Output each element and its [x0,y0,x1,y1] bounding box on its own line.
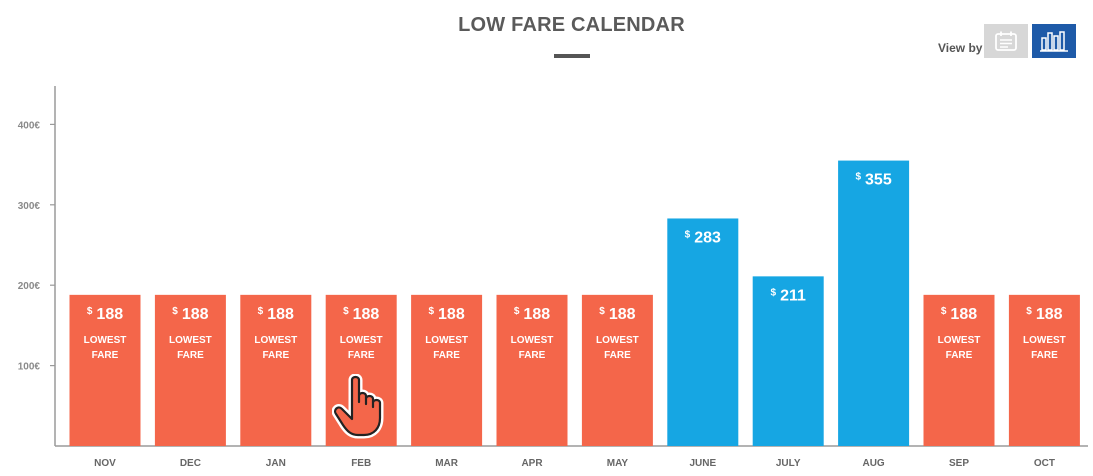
x-tick-label: JAN [266,458,286,469]
fare-bar [240,294,312,446]
x-tick-label: FEB [351,458,371,469]
bar-value-label: $188 [87,306,123,323]
x-tick-label: MAY [607,458,629,469]
x-tick-label: JUNE [689,458,716,469]
fare-bar [411,294,483,446]
x-tick-label: SEP [949,458,969,469]
calendar-view-icon [995,31,1017,51]
lowest-fare-label: FARE [604,350,631,361]
fare-bar [667,218,739,446]
lowest-fare-label: FARE [519,350,546,361]
bar-value-label: $211 [771,287,806,304]
lowest-fare-label: LOWEST [425,335,468,346]
lowest-fare-label: LOWEST [340,335,383,346]
bar-chart-view-button[interactable] [1032,24,1076,58]
title-underline [554,54,590,58]
y-tick-label: 200€ [18,281,41,292]
fare-bar [496,294,568,446]
lowest-fare-label: FARE [1031,350,1058,361]
fare-bar [838,160,910,446]
lowest-fare-label: LOWEST [596,335,639,346]
lowest-fare-label: LOWEST [511,335,554,346]
x-tick-label: OCT [1034,458,1055,469]
x-tick-label: APR [521,458,543,469]
lowest-fare-label: FARE [348,350,375,361]
calendar-view-button[interactable] [984,24,1028,58]
lowest-fare-label: FARE [262,350,289,361]
fare-bar [69,294,141,446]
fare-bar [1008,294,1080,446]
bar-chart-view-icon [1040,31,1068,52]
page-title: LOW FARE CALENDAR [458,14,685,36]
x-tick-label: AUG [862,458,884,469]
fare-bar [581,294,653,446]
lowest-fare-label: LOWEST [938,335,981,346]
x-tick-label: DEC [180,458,201,469]
bar-value-label: $283 [685,229,721,246]
y-tick-label: 300€ [18,201,41,212]
lowest-fare-label: FARE [946,350,973,361]
bar-value-label: $188 [941,306,977,323]
pointer-hand-icon [332,374,384,439]
lowest-fare-label: FARE [433,350,460,361]
lowest-fare-label: LOWEST [1023,335,1066,346]
y-tick-label: 100€ [18,362,41,373]
bar-value-label: $188 [599,306,635,323]
bar-value-label: $188 [343,306,379,323]
fare-bar [923,294,995,446]
x-tick-label: MAR [435,458,459,469]
bar-value-label: $188 [1026,306,1062,323]
fare-bar [154,294,226,446]
bar-value-label: $188 [172,306,208,323]
bar-value-label: $188 [428,306,464,323]
bar-value-label: $188 [258,306,294,323]
x-tick-label: NOV [94,458,116,469]
bar-value-label: $188 [514,306,550,323]
y-tick-label: 400€ [18,120,41,131]
view-by-label: View by [938,41,983,55]
fare-bar [752,276,824,446]
x-tick-label: JULY [776,458,801,469]
lowest-fare-label: LOWEST [254,335,297,346]
bar-value-label: $355 [855,172,891,189]
lowest-fare-label: LOWEST [169,335,212,346]
lowest-fare-label: FARE [177,350,204,361]
lowest-fare-label: LOWEST [84,335,127,346]
lowest-fare-label: FARE [92,350,119,361]
